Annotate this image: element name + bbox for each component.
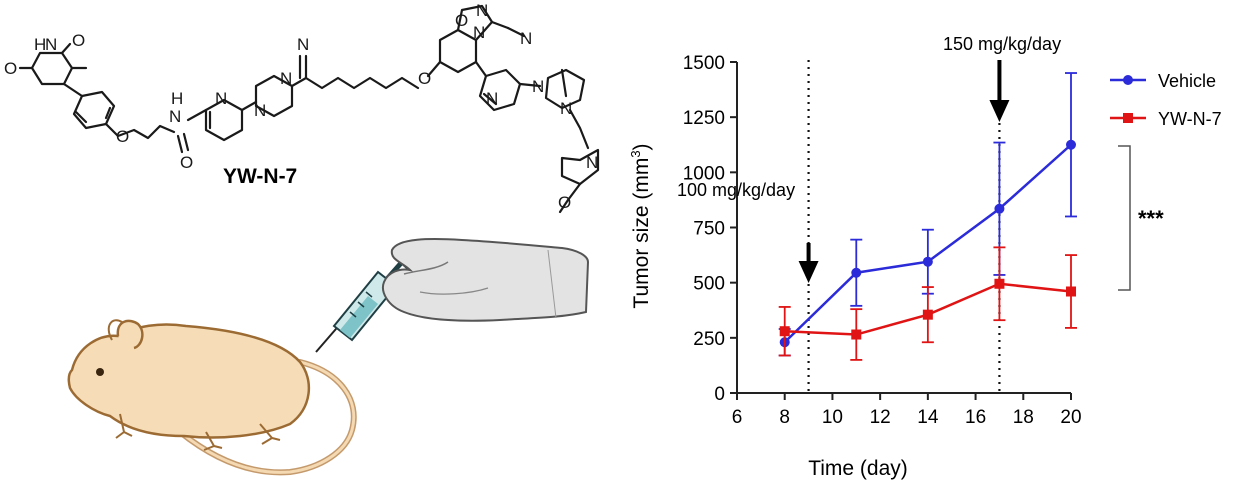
atom-label: N: [532, 77, 544, 96]
data-point: [851, 267, 862, 278]
atom-label: N: [560, 99, 572, 118]
data-point: [1066, 139, 1076, 150]
tumor-growth-chart: 6 8 10 12 14 16 18 20 0 250 500 750 1000 1250 1500 Tim…: [628, 34, 1222, 480]
atom-label: O: [558, 193, 571, 212]
y-tick-label: 0: [714, 384, 725, 405]
atom-label: N: [45, 35, 57, 54]
significance-label: ***: [1138, 206, 1164, 231]
data-point: [994, 278, 1005, 289]
x-tick-label: 6: [732, 407, 743, 428]
x-tick-label: 18: [1013, 407, 1034, 428]
x-tick-label: 8: [779, 407, 790, 428]
mouse-icon: [67, 319, 357, 476]
illustration-svg: H N O O O H N O N N N N O O N N N N N N …: [4, 1, 600, 476]
atom-label: O: [116, 127, 129, 146]
atom-label: N: [169, 107, 181, 126]
data-point: [994, 203, 1005, 214]
x-tick-label: 12: [870, 407, 891, 428]
y-axis-title-close: ): [630, 143, 653, 150]
y-axis-title: Tumor size (mm3): [628, 143, 653, 308]
gloved-hand-icon: [382, 238, 590, 322]
legend: Vehicle YW-N-7: [1110, 71, 1222, 129]
y-tick-label: 1250: [683, 108, 725, 129]
y-tick-label: 500: [693, 274, 725, 295]
x-tick-label: 14: [917, 407, 939, 428]
x-axis-title: Time (day): [808, 457, 908, 480]
dose-annotation-150: 150 mg/kg/day: [943, 34, 1061, 54]
y-tick-label: 750: [693, 219, 725, 240]
atom-label: O: [455, 11, 468, 30]
legend-ywn7-label: YW-N-7: [1158, 109, 1222, 129]
data-point: [1066, 286, 1076, 297]
x-tick-label: 20: [1060, 407, 1081, 428]
chemical-structure: H N O O O H N O N N N N O O N N N N N N …: [4, 1, 600, 214]
atom-label: N: [280, 69, 292, 88]
x-tick-label: 16: [965, 407, 986, 428]
data-point: [779, 326, 790, 337]
atom-label: N: [297, 35, 309, 54]
illustration-panel: H N O O O H N O N N N N O O N N N N N N …: [0, 0, 600, 483]
y-axis-title-sup: 3: [628, 150, 643, 157]
y-axis-title-main: Tumor size (mm: [630, 158, 653, 309]
atom-label: N: [486, 89, 498, 108]
atom-label: N: [520, 29, 532, 48]
axes: 6 8 10 12 14 16 18 20 0 250 500 750 1000 1250 1500: [683, 53, 1082, 428]
chart-panel: 6 8 10 12 14 16 18 20 0 250 500 750 1000 1250 1500 Tim…: [600, 0, 1250, 483]
data-point: [922, 309, 933, 320]
legend-ywn7-marker: [1123, 113, 1133, 123]
significance-bracket: [1118, 145, 1131, 291]
atom-label: H: [34, 35, 46, 54]
y-tick-label: 1000: [683, 163, 725, 184]
legend-vehicle-marker: [1123, 75, 1133, 85]
atom-label: N: [215, 89, 227, 108]
dose-arrow-head: [989, 100, 1010, 122]
data-point: [851, 329, 862, 340]
dose-arrow-head: [798, 261, 819, 283]
atom-label: H: [171, 89, 183, 108]
y-tick-label: 1500: [683, 53, 725, 74]
atom-label: O: [4, 59, 17, 78]
atom-label: O: [72, 31, 85, 50]
y-tick-label: 250: [693, 329, 725, 350]
atom-label: O: [418, 69, 431, 88]
atom-label: O: [180, 153, 193, 172]
atom-label: N: [586, 153, 598, 172]
atom-label: N: [476, 1, 488, 20]
atom-label: N: [254, 101, 266, 120]
x-tick-label: 10: [822, 407, 843, 428]
atom-label: N: [473, 23, 485, 42]
plot-area: [778, 60, 1077, 393]
legend-vehicle-label: Vehicle: [1158, 71, 1216, 91]
dose-annotation-100: 100 mg/kg/day: [677, 180, 795, 200]
data-point: [922, 256, 933, 267]
compound-name: YW-N-7: [223, 165, 297, 188]
